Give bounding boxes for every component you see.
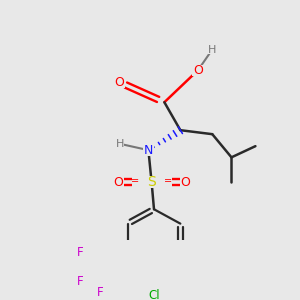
FancyBboxPatch shape <box>96 287 105 297</box>
Text: O: O <box>180 176 190 189</box>
Text: =: = <box>131 176 139 186</box>
Text: N: N <box>144 144 153 157</box>
Text: O: O <box>193 64 203 77</box>
Text: H: H <box>208 44 217 55</box>
Text: H: H <box>116 139 124 149</box>
Text: =: = <box>164 176 172 186</box>
FancyBboxPatch shape <box>115 139 124 148</box>
Text: F: F <box>76 246 83 259</box>
FancyBboxPatch shape <box>75 248 85 257</box>
FancyBboxPatch shape <box>192 65 203 76</box>
FancyBboxPatch shape <box>143 145 154 156</box>
FancyBboxPatch shape <box>112 176 124 188</box>
Text: O: O <box>115 76 124 89</box>
Text: F: F <box>97 286 104 299</box>
FancyBboxPatch shape <box>208 45 217 54</box>
FancyBboxPatch shape <box>132 176 172 188</box>
FancyBboxPatch shape <box>147 290 161 300</box>
Text: O: O <box>113 176 123 189</box>
Text: Cl: Cl <box>148 289 160 300</box>
Text: F: F <box>76 274 83 288</box>
FancyBboxPatch shape <box>114 77 125 88</box>
FancyBboxPatch shape <box>75 276 85 286</box>
FancyBboxPatch shape <box>180 176 191 188</box>
Text: S: S <box>147 175 156 189</box>
